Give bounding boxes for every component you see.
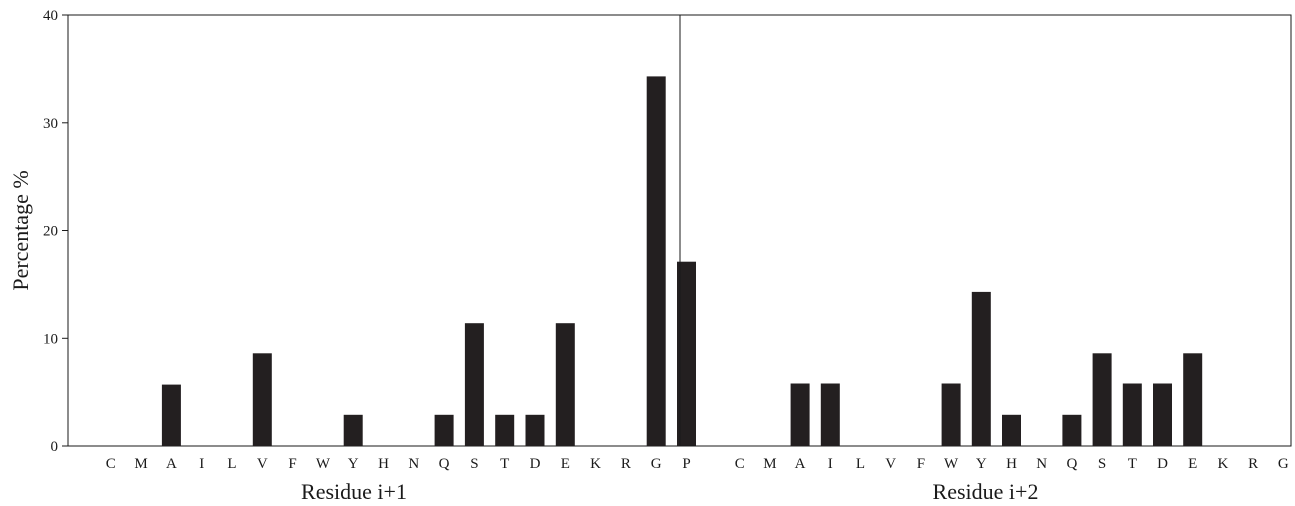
- category-label-k: K: [1217, 456, 1228, 472]
- bar-h: [1002, 414, 1021, 446]
- left-bars: [161, 76, 696, 447]
- category-label-h: H: [1006, 456, 1017, 472]
- category-label-c: C: [735, 456, 745, 472]
- bar-v: [252, 353, 272, 446]
- y-tick-label: 10: [43, 331, 58, 347]
- panel-residue-i-plus-1: 0 10 20 30 40 C M A I L V F W Y H N Q S T D E K R G P Residue i…: [43, 8, 696, 504]
- bar-i: [820, 383, 840, 446]
- category-label-w: W: [316, 456, 331, 472]
- category-label-h: H: [378, 456, 389, 472]
- left-x-axis-title: Residue i+1: [301, 479, 407, 504]
- category-label-d: D: [530, 456, 541, 472]
- category-label-d: D: [1157, 456, 1168, 472]
- category-label-e: E: [561, 456, 570, 472]
- category-label-s: S: [470, 456, 478, 472]
- bar-w: [941, 383, 961, 446]
- bar-g: [646, 76, 666, 447]
- bar-y: [971, 291, 991, 446]
- category-label-i: I: [828, 456, 833, 472]
- category-label-n: N: [408, 456, 419, 472]
- bar-y: [343, 414, 363, 446]
- y-axis-title: Percentage %: [8, 170, 33, 290]
- bar-a: [161, 384, 181, 446]
- category-label-w: W: [944, 456, 959, 472]
- y-tick-label: 0: [51, 439, 59, 455]
- right-x-axis-title: Residue i+2: [933, 479, 1039, 504]
- bar-t: [495, 414, 515, 446]
- category-label-g: G: [1278, 456, 1289, 472]
- category-label-y: Y: [348, 456, 359, 472]
- bar-d: [525, 414, 545, 446]
- category-label-i: I: [199, 456, 204, 472]
- category-label-s: S: [1098, 456, 1106, 472]
- bar-a: [790, 383, 810, 446]
- category-label-f: F: [288, 456, 296, 472]
- category-label-y: Y: [976, 456, 987, 472]
- y-axis: 0 10 20 30 40: [43, 8, 68, 455]
- bar-s: [464, 323, 484, 446]
- category-label-v: V: [885, 456, 896, 472]
- y-tick-label: 40: [43, 8, 58, 24]
- category-label-n: N: [1036, 456, 1047, 472]
- y-tick-label: 20: [43, 224, 58, 240]
- panel-residue-i-plus-2: C M A I L V F W Y H N Q S T D E K R G P Residue i+2: [679, 14, 1292, 504]
- bar-e: [555, 323, 575, 446]
- category-label-t: T: [1128, 456, 1137, 472]
- category-label-r: R: [621, 456, 631, 472]
- category-label-q: Q: [439, 456, 450, 472]
- category-label-l: L: [856, 456, 865, 472]
- category-label-c: C: [106, 456, 116, 472]
- category-label-e: E: [1188, 456, 1197, 472]
- category-label-f: F: [917, 456, 925, 472]
- category-label-v: V: [257, 456, 268, 472]
- category-label-q: Q: [1066, 456, 1077, 472]
- category-label-g: G: [651, 456, 662, 472]
- bar-t: [1122, 383, 1142, 446]
- category-label-t: T: [500, 456, 509, 472]
- bar-q: [1062, 414, 1082, 446]
- category-label-a: A: [166, 456, 177, 472]
- category-label-r: R: [1248, 456, 1258, 472]
- category-label-k: K: [590, 456, 601, 472]
- bar-d: [1153, 383, 1172, 446]
- right-bars: [790, 291, 1203, 446]
- category-label-m: M: [134, 456, 147, 472]
- bar-e: [1183, 353, 1203, 446]
- bar-p: [677, 261, 696, 446]
- category-label-p: P: [682, 456, 690, 472]
- bar-s: [1092, 353, 1112, 446]
- y-tick-label: 30: [43, 116, 58, 132]
- category-label-a: A: [795, 456, 806, 472]
- category-label-m: M: [763, 456, 776, 472]
- bar-q: [434, 414, 454, 446]
- category-label-l: L: [227, 456, 236, 472]
- left-panel-frame: [67, 14, 681, 447]
